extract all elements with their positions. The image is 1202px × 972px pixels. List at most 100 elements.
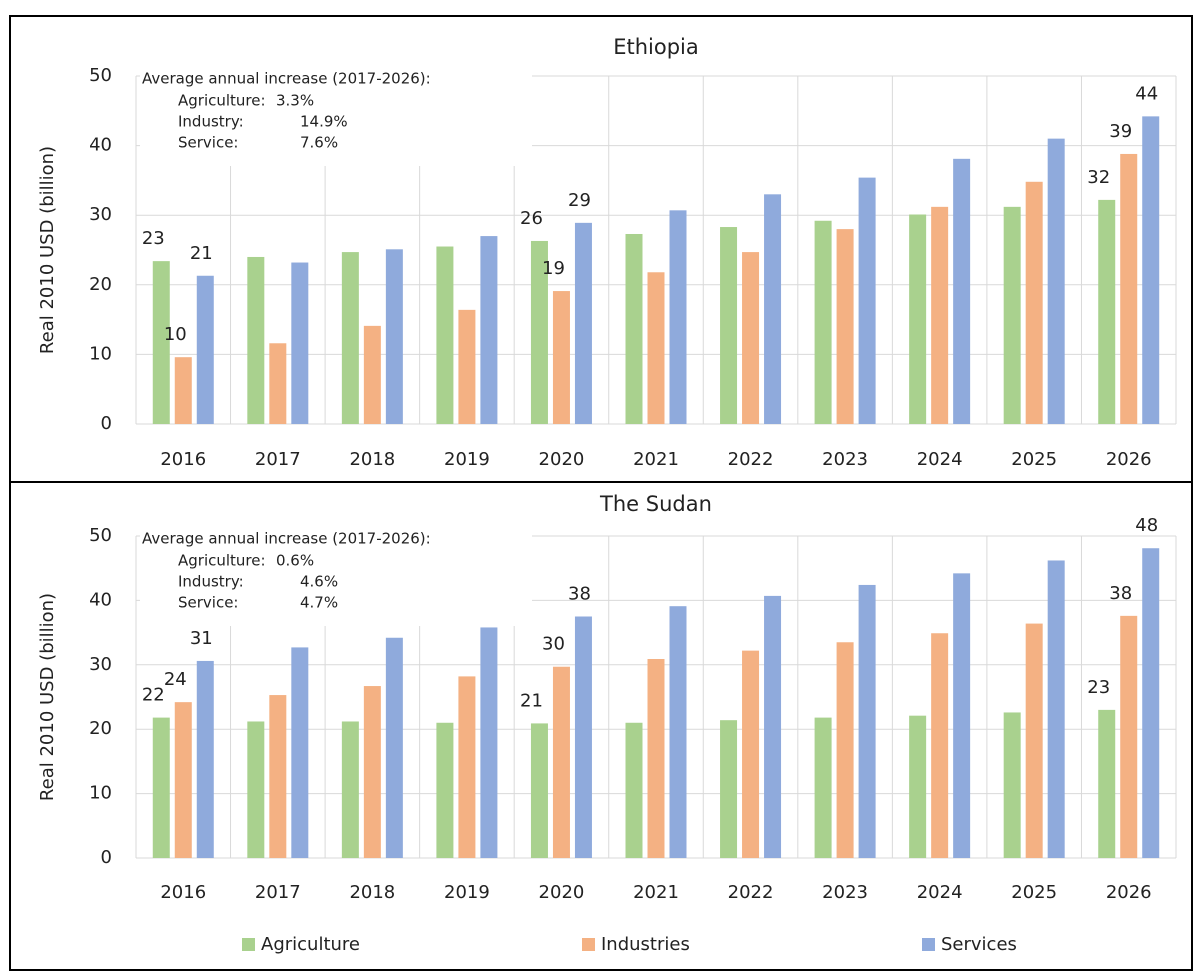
bar bbox=[953, 158, 971, 424]
bar bbox=[174, 357, 192, 424]
data-label: 26 bbox=[520, 208, 543, 229]
x-tick-label: 2021 bbox=[633, 882, 679, 903]
bar bbox=[291, 262, 309, 424]
bar bbox=[269, 695, 287, 858]
bar bbox=[953, 573, 971, 858]
bar bbox=[1120, 153, 1138, 424]
x-tick-label: 2016 bbox=[160, 882, 206, 903]
annotation-value: 0.6% bbox=[276, 552, 314, 570]
bar bbox=[363, 686, 381, 858]
bar bbox=[1098, 709, 1116, 858]
bar bbox=[858, 584, 876, 858]
data-label: 39 bbox=[1109, 121, 1132, 142]
y-tick-label: 30 bbox=[89, 204, 112, 225]
annotation-label: Service: bbox=[178, 134, 239, 152]
annotation-value: 14.9% bbox=[300, 113, 348, 131]
annotation-background bbox=[140, 70, 532, 166]
x-tick-label: 2026 bbox=[1106, 882, 1152, 903]
y-tick-label: 50 bbox=[89, 65, 112, 86]
data-label: 38 bbox=[568, 584, 591, 605]
bar bbox=[480, 627, 498, 858]
data-label: 23 bbox=[1087, 677, 1110, 698]
x-tick-label: 2016 bbox=[160, 449, 206, 470]
x-tick-label: 2022 bbox=[728, 449, 774, 470]
data-label: 38 bbox=[1109, 583, 1132, 604]
y-tick-label: 10 bbox=[89, 343, 112, 364]
data-label: 19 bbox=[542, 258, 565, 279]
bar bbox=[196, 275, 214, 424]
y-tick-label: 30 bbox=[89, 654, 112, 675]
x-tick-label: 2025 bbox=[1011, 882, 1057, 903]
legend-label: Industries bbox=[601, 934, 690, 955]
y-tick-label: 40 bbox=[89, 589, 112, 610]
bar bbox=[836, 642, 854, 858]
x-tick-label: 2017 bbox=[255, 449, 301, 470]
bar bbox=[247, 721, 265, 858]
bar bbox=[858, 177, 876, 424]
annotation-value: 7.6% bbox=[300, 134, 338, 152]
bar bbox=[1003, 712, 1021, 858]
bar bbox=[742, 252, 760, 424]
data-label: 48 bbox=[1135, 515, 1158, 536]
bar bbox=[247, 256, 265, 424]
bar bbox=[647, 272, 665, 424]
bar bbox=[552, 666, 570, 858]
bar bbox=[436, 246, 454, 424]
y-axis-label: Real 2010 USD (billion) bbox=[37, 593, 58, 801]
bar bbox=[669, 606, 687, 858]
data-label: 10 bbox=[164, 324, 187, 345]
bar bbox=[152, 717, 170, 858]
bar bbox=[174, 702, 192, 858]
annotation-label: Industry: bbox=[178, 573, 244, 591]
annotation-value: 4.7% bbox=[300, 594, 338, 612]
x-tick-label: 2020 bbox=[539, 449, 585, 470]
bar bbox=[1003, 206, 1021, 424]
annotation-heading: Average annual increase (2017-2026): bbox=[142, 70, 431, 88]
legend-label: Agriculture bbox=[261, 934, 360, 955]
data-label: 32 bbox=[1087, 167, 1110, 188]
data-label: 30 bbox=[542, 634, 565, 655]
bar bbox=[1098, 199, 1116, 424]
legend-swatch bbox=[242, 938, 255, 951]
legend-label: Services bbox=[941, 934, 1017, 955]
bar bbox=[458, 676, 476, 858]
chart-title: The Sudan bbox=[599, 492, 712, 516]
x-tick-label: 2019 bbox=[444, 882, 490, 903]
x-tick-label: 2017 bbox=[255, 882, 301, 903]
x-tick-label: 2025 bbox=[1011, 449, 1057, 470]
data-label: 21 bbox=[520, 690, 543, 711]
bar bbox=[1047, 560, 1065, 858]
annotation-value: 4.6% bbox=[300, 573, 338, 591]
bar bbox=[931, 206, 949, 424]
bar bbox=[764, 194, 782, 424]
y-tick-label: 20 bbox=[89, 274, 112, 295]
bar bbox=[625, 233, 643, 424]
bar bbox=[196, 660, 214, 858]
bar bbox=[436, 722, 454, 858]
bar bbox=[720, 720, 738, 858]
data-label: 24 bbox=[164, 669, 187, 690]
x-tick-label: 2026 bbox=[1106, 449, 1152, 470]
bar bbox=[1025, 623, 1043, 858]
bar bbox=[720, 227, 738, 424]
bar bbox=[814, 717, 832, 858]
x-tick-label: 2018 bbox=[349, 882, 395, 903]
bar bbox=[909, 715, 927, 858]
bar bbox=[269, 343, 287, 424]
x-tick-label: 2024 bbox=[917, 882, 963, 903]
bar bbox=[669, 210, 687, 424]
y-tick-label: 40 bbox=[89, 135, 112, 156]
bar bbox=[530, 723, 548, 858]
bar bbox=[574, 616, 592, 858]
x-tick-label: 2018 bbox=[349, 449, 395, 470]
data-label: 29 bbox=[568, 190, 591, 211]
bar bbox=[647, 659, 665, 858]
x-tick-label: 2023 bbox=[822, 449, 868, 470]
frame bbox=[9, 15, 1193, 971]
bar bbox=[552, 291, 570, 424]
y-tick-label: 20 bbox=[89, 718, 112, 739]
bar bbox=[625, 722, 643, 858]
bar bbox=[909, 214, 927, 424]
annotation-heading: Average annual increase (2017-2026): bbox=[142, 530, 431, 548]
